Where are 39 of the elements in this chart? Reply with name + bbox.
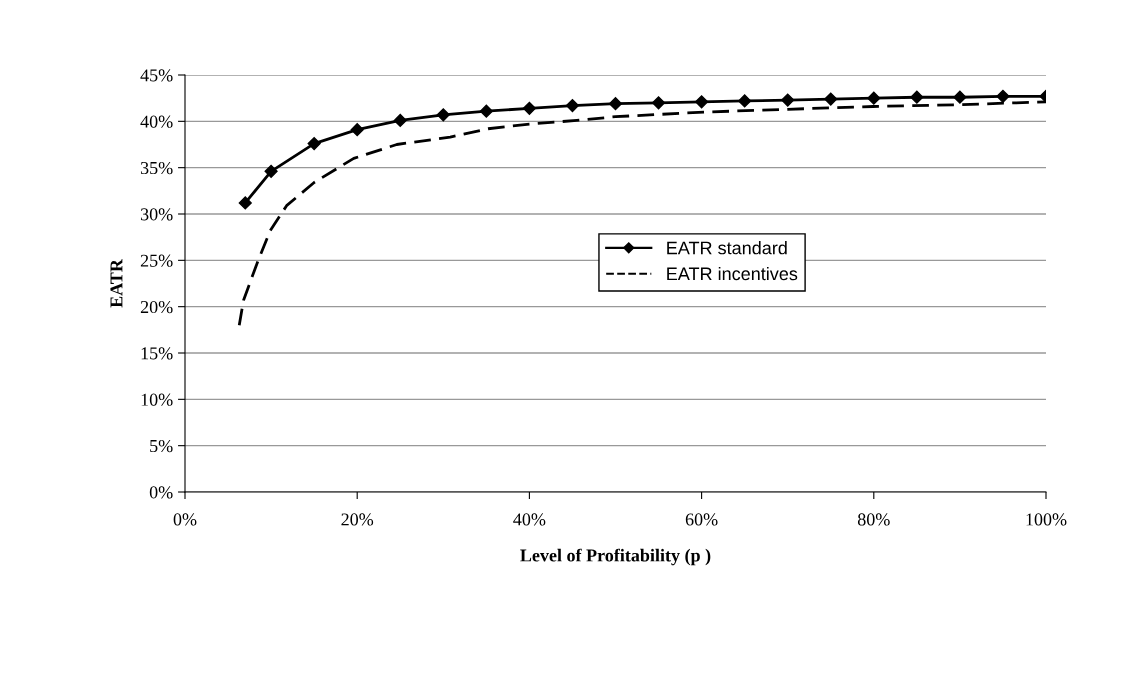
point [910, 90, 924, 104]
y-tick-label: 5% [150, 439, 173, 453]
point [264, 164, 278, 178]
point [350, 123, 364, 137]
y-tick-label: 20% [140, 300, 173, 314]
y-tick-label: 0% [149, 486, 173, 499]
x-tick-label: 20% [341, 513, 374, 526]
x-tick-label: 80% [857, 513, 890, 526]
legend-label: EATR incentives [667, 266, 798, 281]
point [867, 91, 881, 105]
point [953, 90, 967, 104]
point [238, 196, 252, 210]
point [738, 94, 752, 108]
x-tick-label: 0% [173, 513, 197, 526]
y-tick-label: 10% [141, 393, 173, 406]
point [393, 113, 407, 127]
point [608, 97, 623, 111]
y-axis-title: EATR [110, 258, 123, 308]
point [996, 89, 1010, 103]
point [307, 136, 321, 151]
point [436, 108, 450, 122]
point [522, 101, 536, 115]
x-tick-label: 40% [513, 513, 546, 526]
y-tick-label: 15% [141, 347, 173, 360]
x-tick-label: 60% [685, 513, 718, 526]
point [781, 93, 795, 107]
y-tick-label: 30% [140, 208, 173, 221]
point [565, 98, 580, 113]
y-tick-label: 45% [140, 69, 173, 82]
y-tick-label: 25% [140, 254, 173, 267]
y-tick-label: 40% [140, 115, 173, 128]
point [695, 95, 709, 109]
legend-label: EATR standard [667, 241, 787, 255]
y-tick-label: 35% [140, 161, 173, 175]
point [651, 96, 666, 110]
point [479, 104, 493, 118]
x-tick-label: 100% [1026, 513, 1067, 526]
x-axis-title: Level of Profitability (p ) [520, 548, 711, 566]
point [824, 92, 838, 106]
